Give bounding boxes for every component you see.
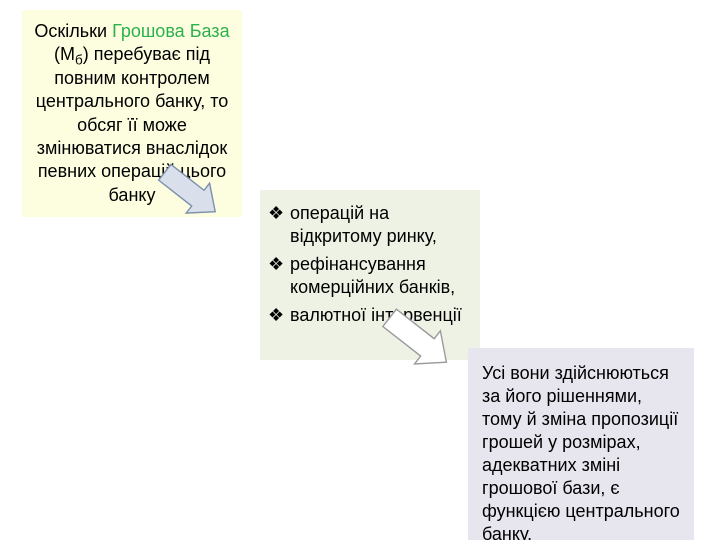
box-intro-text-sub: б xyxy=(75,53,83,68)
box-intro-text-mid-a: (М xyxy=(54,44,75,64)
box-intro-highlight: Грошова База xyxy=(112,21,229,41)
box-intro-text-before: Оскільки xyxy=(34,21,112,41)
operations-list-item: рефінансування комерційних банків, xyxy=(268,253,468,298)
diagram-stage: Оскільки Грошова База (Мб) перебуває під… xyxy=(0,0,720,540)
box-conclusion-text: Усі вони здійснюються за його рішеннями,… xyxy=(482,363,680,540)
box-conclusion: Усі вони здійснюються за його рішеннями,… xyxy=(468,348,694,540)
operations-list-item: операцій на відкритому ринку, xyxy=(268,202,468,247)
operations-list: операцій на відкритому ринку, рефінансува… xyxy=(268,202,468,327)
